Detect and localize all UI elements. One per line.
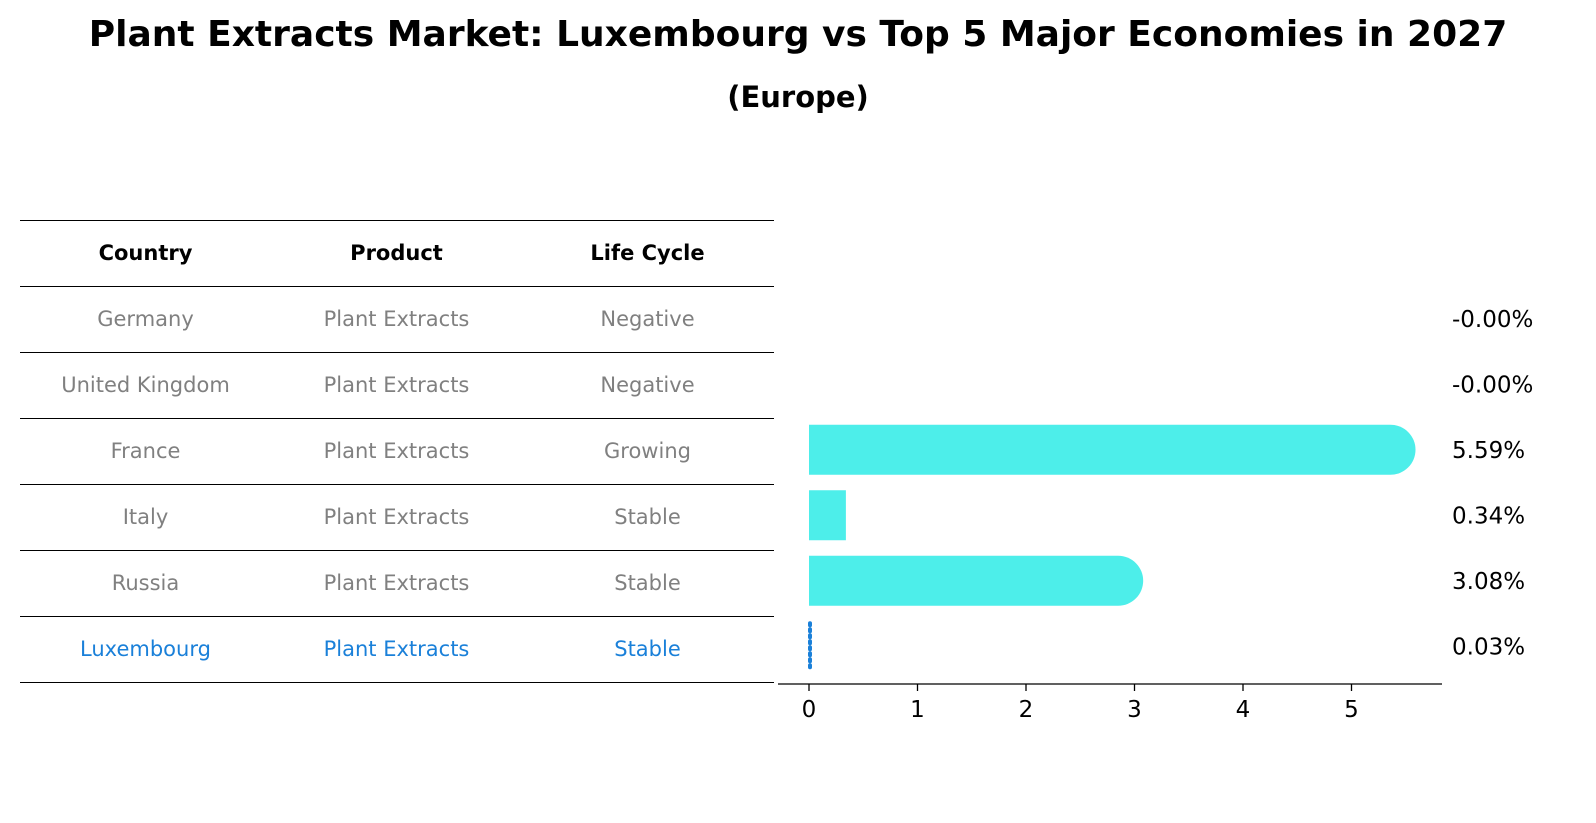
bar-russia [809,555,1144,606]
cell-life-cycle: Negative [600,307,695,331]
bar-france [809,424,1416,475]
header-life-cycle: Life Cycle [590,241,705,265]
table-rule [20,550,774,551]
table-rule [20,484,774,485]
cell-life-cycle: Stable [614,571,681,595]
cell-life-cycle: Growing [604,439,691,463]
x-tick-label: 2 [1019,697,1034,723]
table-rule [20,352,774,353]
table-rule [20,220,774,221]
cell-country: Russia [111,571,180,595]
x-tick-label: 5 [1344,697,1359,723]
cell-product: Plant Extracts [323,439,470,463]
header-product: Product [350,241,443,265]
x-tick-label: 4 [1236,697,1251,723]
bar-italy [809,490,846,541]
cell-country: France [110,439,181,463]
value-label: -0.00% [1452,307,1533,333]
cell-country: Germany [97,307,194,331]
x-tick-label: 0 [802,697,817,723]
table-rule [20,286,774,287]
table-row: United Kingdom Plant Extracts Negative [20,352,774,418]
cell-country: Italy [122,505,169,529]
table-row: Italy Plant Extracts Stable [20,484,774,550]
cell-life-cycle: Stable [614,637,681,661]
table-row-highlight: Luxembourg Plant Extracts Stable [20,616,774,682]
x-tick-label: 3 [1127,697,1142,723]
cell-life-cycle: Stable [614,505,681,529]
value-label: 5.59% [1452,438,1525,464]
table-row: Germany Plant Extracts Negative [20,286,774,352]
value-label: 0.03% [1452,634,1525,660]
chart-title: Plant Extracts Market: Luxembourg vs Top… [88,14,1508,55]
table-rule [20,616,774,617]
cell-product: Plant Extracts [323,505,470,529]
value-label: 3.08% [1452,569,1525,595]
cell-product: Plant Extracts [323,571,470,595]
chart-subtitle: (Europe) [727,80,869,114]
cell-product: Plant Extracts [323,373,470,397]
table-header-row: Country Product Life Cycle [20,220,774,286]
table-rule [20,418,774,419]
x-tick-label: 1 [910,697,925,723]
cell-product: Plant Extracts [323,637,470,661]
table-row: Russia Plant Extracts Stable [20,550,774,616]
value-label: 0.34% [1452,503,1525,529]
table-rule [20,682,774,683]
cell-product: Plant Extracts [323,307,470,331]
table-row: France Plant Extracts Growing [20,418,774,484]
cell-life-cycle: Negative [600,373,695,397]
cell-country: United Kingdom [61,373,230,397]
value-label: -0.00% [1452,372,1533,398]
header-country: Country [98,241,193,265]
cell-country: Luxembourg [80,637,211,661]
